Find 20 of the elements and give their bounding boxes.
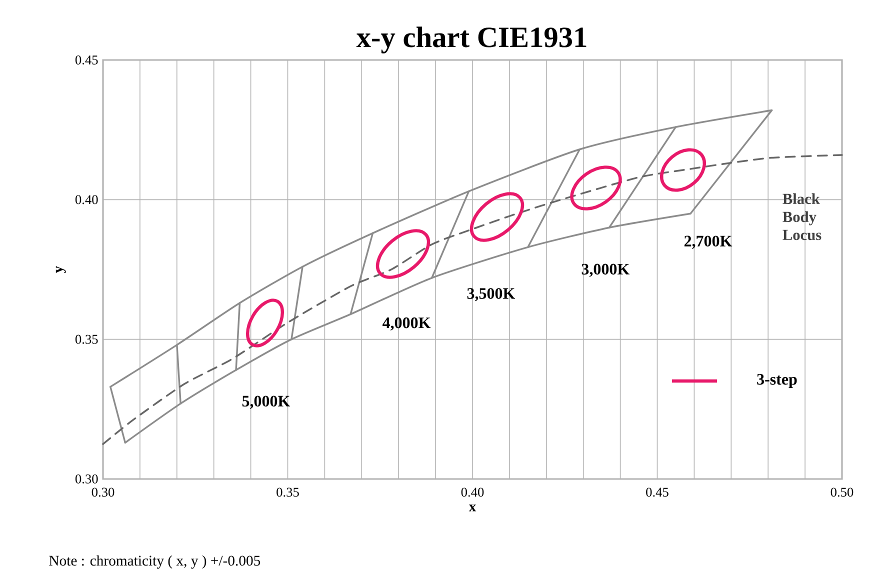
y-tick-label: 0.35 <box>75 334 98 344</box>
annotation: 4,000K <box>382 317 431 331</box>
y-tick-label: 0.45 <box>75 55 98 65</box>
x-tick-label: 0.45 <box>646 488 668 497</box>
annotation: Black Body Locus <box>782 193 822 240</box>
text: Note : chromaticity ( x, y ) +/-0.005 <box>49 555 260 569</box>
y-tick-label: 0.30 <box>75 474 98 484</box>
y-tick-label: 0.40 <box>75 195 98 204</box>
x-axis-title: x <box>468 504 476 512</box>
annotation: 2,700K <box>684 236 732 249</box>
annotation: 3,500K <box>467 288 516 302</box>
annotation: 3-step <box>757 374 797 388</box>
x-tick-label: 0.35 <box>276 488 299 497</box>
x-tick-label: 0.50 <box>830 488 854 497</box>
annotation: 3,000K <box>582 264 630 277</box>
chart-title: x-y chart CIE1931 <box>356 26 586 54</box>
x-tick-label: 0.30 <box>92 488 114 497</box>
annotation: 5,000K <box>242 396 290 409</box>
y-axis-title: y <box>56 266 66 274</box>
x-tick-label: 0.40 <box>461 488 484 497</box>
